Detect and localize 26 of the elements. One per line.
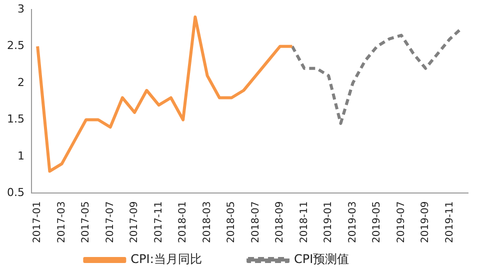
x-tick-label: 2017-09 bbox=[129, 201, 140, 244]
x-tick-label: 2018-03 bbox=[202, 201, 213, 244]
x-tick-label: 2018-05 bbox=[226, 201, 238, 244]
y-tick-label: 0.5 bbox=[6, 186, 24, 200]
x-tick-label: 2018-07 bbox=[250, 201, 262, 244]
x-tick-label: 2019-05 bbox=[372, 201, 383, 244]
x-tick-label: 2019-07 bbox=[396, 201, 407, 244]
x-tick-label: 2017-03 bbox=[56, 201, 68, 244]
y-tick-label: 2 bbox=[17, 76, 24, 89]
x-tick-label: 2019-01 bbox=[323, 201, 334, 244]
x-tick-label: 2019-09 bbox=[420, 201, 432, 244]
x-tick-label: 2019-11 bbox=[444, 201, 456, 244]
y-tick-label: 2.5 bbox=[6, 39, 24, 52]
y-tick-label: 1 bbox=[17, 149, 24, 162]
x-tick-label: 2019-03 bbox=[347, 201, 358, 244]
x-tick-label: 2017-05 bbox=[80, 201, 92, 244]
y-tick-label: 3 bbox=[17, 2, 24, 16]
legend-label: CPI:当月同比 bbox=[130, 252, 240, 266]
x-tick-label: 2017-01 bbox=[32, 201, 44, 244]
x-tick-label: 2018-11 bbox=[298, 201, 310, 244]
x-tick-label: 2018-01 bbox=[178, 201, 189, 244]
x-tick-label: 2018-09 bbox=[274, 201, 286, 244]
legend-label: CPI预测值 bbox=[294, 252, 388, 266]
y-tick-label: 1.5 bbox=[6, 112, 24, 126]
x-tick-label: 2017-11 bbox=[153, 201, 164, 244]
x-tick-label: 2017-07 bbox=[104, 201, 116, 244]
